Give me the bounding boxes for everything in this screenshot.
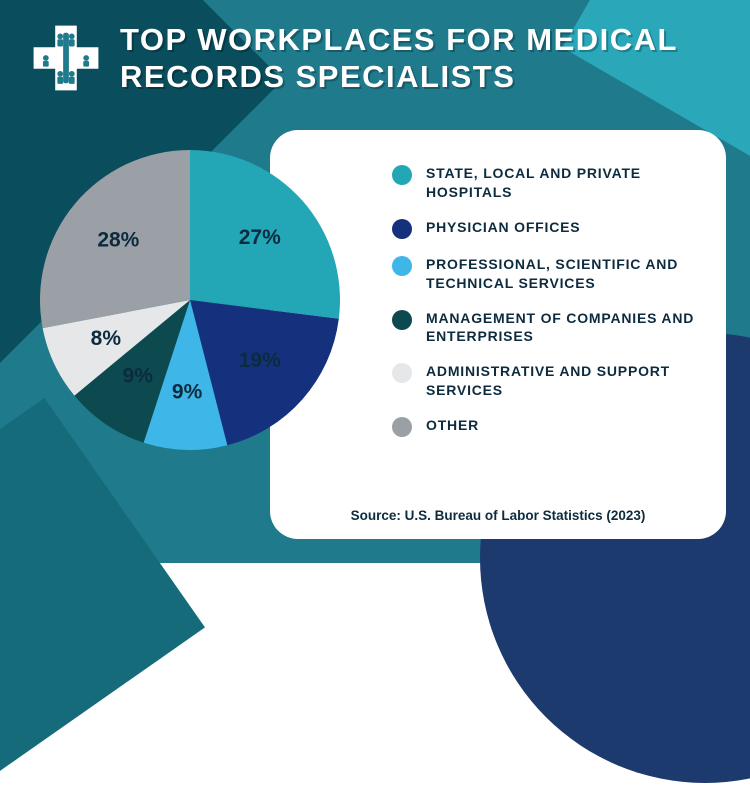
legend-label: ADMINISTRATIVE AND SUPPORT SERVICES (426, 362, 698, 400)
legend-label: PHYSICIAN OFFICES (426, 218, 580, 237)
pie-slice-label: 28% (97, 228, 139, 251)
legend: STATE, LOCAL AND PRIVATE HOSPITALS PHYSIC… (392, 164, 698, 437)
pie-chart: 27%19%9%9%8%28% (30, 140, 350, 460)
legend-swatch (392, 219, 412, 239)
legend-label: OTHER (426, 416, 479, 435)
pie-slice-label: 27% (239, 226, 281, 249)
page-title: TOP WORKPLACES FOR MEDICAL RECORDS SPECI… (120, 22, 720, 95)
legend-item: OTHER (392, 416, 698, 437)
pie-slice-label: 9% (172, 381, 203, 404)
pie-slice-label: 9% (123, 364, 154, 387)
legend-item: PROFESSIONAL, SCIENTIFIC AND TECHNICAL S… (392, 255, 698, 293)
source-caption: Source: U.S. Bureau of Labor Statistics … (270, 508, 726, 523)
legend-item: PHYSICIAN OFFICES (392, 218, 698, 239)
pie-slice-label: 8% (91, 327, 122, 350)
legend-label: PROFESSIONAL, SCIENTIFIC AND TECHNICAL S… (426, 255, 698, 293)
legend-swatch (392, 165, 412, 185)
medical-cross-icon (30, 22, 102, 94)
legend-swatch (392, 417, 412, 437)
legend-label: STATE, LOCAL AND PRIVATE HOSPITALS (426, 164, 698, 202)
legend-swatch (392, 256, 412, 276)
legend-item: ADMINISTRATIVE AND SUPPORT SERVICES (392, 362, 698, 400)
legend-item: STATE, LOCAL AND PRIVATE HOSPITALS (392, 164, 698, 202)
legend-swatch (392, 363, 412, 383)
legend-label: MANAGEMENT OF COMPANIES AND ENTERPRISES (426, 309, 698, 347)
header: TOP WORKPLACES FOR MEDICAL RECORDS SPECI… (30, 22, 720, 95)
legend-swatch (392, 310, 412, 330)
pie-slice-label: 19% (239, 349, 281, 372)
legend-item: MANAGEMENT OF COMPANIES AND ENTERPRISES (392, 309, 698, 347)
